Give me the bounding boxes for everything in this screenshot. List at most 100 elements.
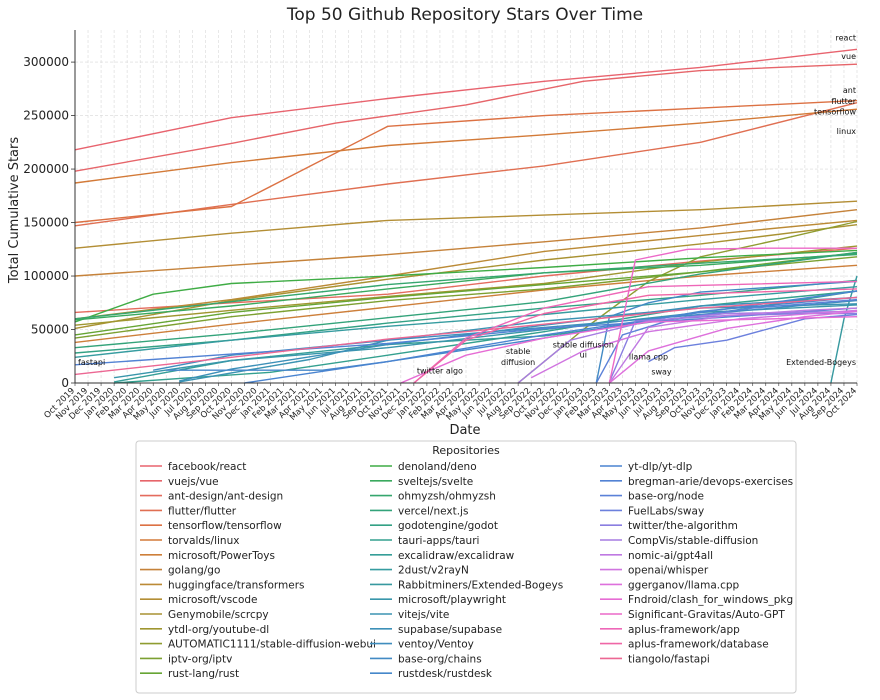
legend-entry: CompVis/stable-diffusion [628, 535, 758, 547]
legend-entry: ytdl-org/youtube-dl [168, 624, 269, 636]
legend-entry: sveltejs/svelte [398, 476, 473, 488]
series-line [530, 309, 858, 379]
legend-entry: AUTOMATIC1111/stable-diffusion-webui [168, 639, 376, 651]
annotation-label: llama cpp [629, 352, 668, 361]
legend-entry: iptv-org/iptv [168, 653, 232, 665]
legend-entry: tauri-apps/tauri [398, 535, 479, 547]
legend-entry: twitter/the-algorithm [628, 520, 738, 532]
y-tick-label: 0 [61, 376, 69, 390]
series-line [179, 303, 858, 383]
annotation-label: fastapi [78, 358, 105, 367]
annotation-label: twitter algo [417, 366, 463, 375]
legend-entry: nomic-ai/gpt4all [628, 550, 713, 562]
series-line [179, 296, 858, 382]
y-tick-label: 200000 [23, 162, 69, 176]
series-line [74, 245, 858, 326]
annotation-label: flutter [831, 97, 856, 106]
annotation-label: ui [580, 350, 587, 359]
legend-entry: microsoft/playwright [398, 594, 506, 606]
legend-entry: yt-dlp/yt-dlp [628, 461, 693, 473]
legend-entry: ventoy/Ventoy [398, 639, 474, 651]
chart-title: Top 50 Github Repository Stars Over Time [286, 5, 643, 25]
legend-entry: microsoft/vscode [168, 594, 258, 606]
series-line [74, 251, 858, 336]
legend-entry: ant-design/ant-design [168, 491, 283, 503]
y-tick-label: 300000 [23, 55, 69, 69]
legend-entry: FuelLabs/sway [628, 505, 704, 517]
legend-entry: aplus-framework/app [628, 624, 740, 636]
legend-entry: Genymobile/scrcpy [168, 609, 269, 621]
legend-entry: facebook/react [168, 461, 246, 473]
legend-entry: vitejs/vite [398, 609, 449, 621]
legend-entry: flutter/flutter [168, 505, 237, 517]
series-line [74, 209, 858, 277]
annotation-label: ant [843, 86, 856, 95]
series-line [74, 307, 858, 366]
series-line [608, 247, 857, 384]
series-line [400, 316, 858, 384]
series-line [74, 99, 858, 224]
series-line [74, 102, 858, 227]
legend-entry: Rabbitminers/Extended-Bogeys [398, 579, 563, 591]
legend-entry: denoland/deno [398, 461, 477, 473]
series-line [608, 312, 857, 383]
legend-entry: huggingface/transformers [168, 579, 305, 591]
y-axis-ticks: 0 50000 100000 150000 200000 250000 300000 [23, 55, 75, 390]
annotation-label: Extended-Bogeys [786, 358, 856, 367]
annotation-label: vue [841, 52, 856, 61]
y-tick-label: 100000 [23, 269, 69, 283]
series-line [413, 288, 858, 384]
series-line [74, 286, 858, 358]
annotation-label: linux [837, 127, 857, 136]
series-line [608, 310, 858, 384]
annotation-label: sway [651, 367, 672, 376]
legend-entry: Fndroid/clash_for_windows_pkg [628, 594, 793, 606]
series-layer [74, 48, 858, 384]
series-line [608, 307, 858, 384]
series-line [413, 280, 858, 384]
annotation-label: stable [506, 347, 531, 356]
series-line [244, 290, 858, 384]
annotation-label: react [836, 34, 856, 43]
legend-entry: base-org/node [628, 491, 704, 503]
series-line [74, 252, 858, 321]
y-tick-label: 250000 [23, 109, 69, 123]
annotation-label: tensorflow [814, 108, 856, 117]
y-tick-label: 50000 [31, 323, 69, 337]
series-line [595, 280, 858, 384]
y-axis-title: Total Cumulative Stars [7, 137, 22, 284]
series-line [517, 220, 858, 384]
series-line [114, 290, 858, 384]
series-line [74, 296, 858, 376]
annotation-label: stable diffusion [553, 341, 614, 350]
legend-entry: tiangolo/fastapi [628, 653, 710, 665]
legend-entry: openai/whisper [628, 565, 709, 577]
legend-entry: rust-lang/rust [168, 668, 239, 680]
legend-entry: ggerganov/llama.cpp [628, 579, 740, 591]
series-line [74, 249, 858, 323]
legend-entry: supabase/supabase [398, 624, 502, 636]
legend-entry: base-org/chains [398, 653, 482, 665]
legend-entry: Significant-Gravitas/Auto-GPT [628, 609, 785, 621]
series-line [74, 219, 858, 320]
legend-entry: excalidraw/excalidraw [398, 550, 515, 562]
series-line [74, 48, 858, 151]
legend-entry: torvalds/linux [168, 535, 239, 547]
legend-entry: bregman-arie/devops-exercises [628, 476, 793, 488]
legend: Repositories facebook/react vuejs/vue ant-… [135, 440, 797, 694]
legend-entry: godotengine/godot [398, 520, 498, 532]
annotations: react vue ant flutter tensorflow linux fastapi… [78, 34, 857, 377]
series-line [74, 63, 858, 172]
legend-entry: vuejs/vue [168, 476, 219, 488]
legend-entry: vercel/next.js [398, 505, 468, 517]
legend-title: Repositories [432, 444, 500, 457]
legend-entry: tensorflow/tensorflow [168, 520, 282, 532]
legend-entry: 2dust/v2rayN [398, 565, 469, 577]
legend-entry: aplus-framework/database [628, 639, 769, 651]
series-line [74, 108, 858, 184]
series-line [74, 264, 858, 344]
series-line [74, 200, 858, 249]
y-tick-label: 150000 [23, 216, 69, 230]
